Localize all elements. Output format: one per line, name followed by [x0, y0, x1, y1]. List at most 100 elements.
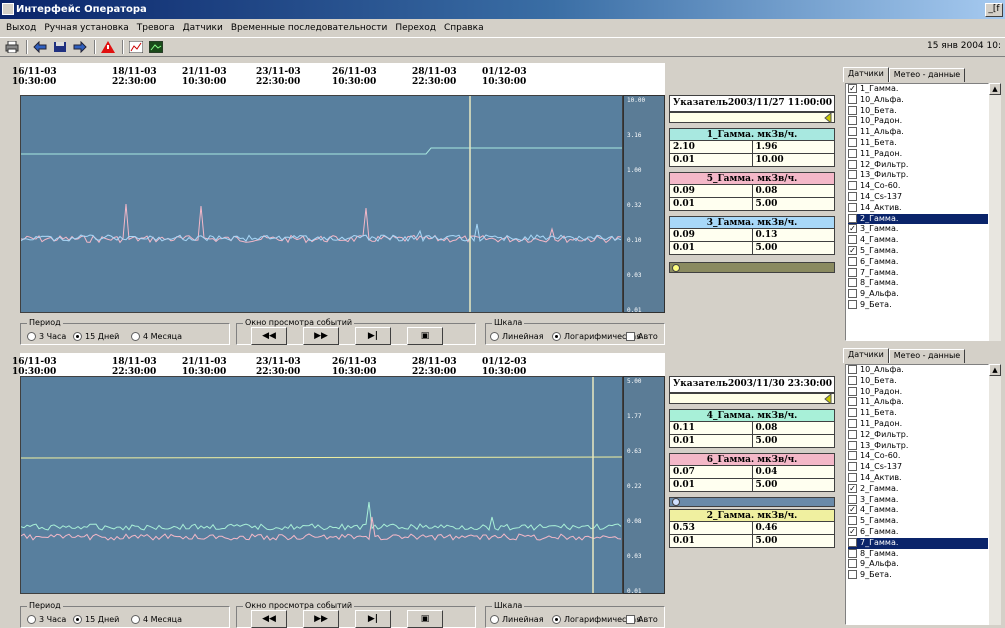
menu-item-1[interactable]: Ручная установка	[44, 22, 129, 33]
group-header: 4_Гамма. мкЗв/ч.	[669, 409, 835, 422]
image-icon[interactable]	[147, 39, 165, 55]
sensor-list-item[interactable]: 8_Гамма.	[848, 548, 988, 560]
sensor-list-item[interactable]: ✓ 2_Гамма.	[848, 483, 988, 495]
skip-end-button[interactable]: ▶|	[355, 610, 391, 628]
sensor-list-item[interactable]: ✓ 6_Гамма.	[848, 526, 988, 538]
menu-item-4[interactable]: Временные последовательности	[230, 22, 388, 33]
calendar-button[interactable]: ▣	[407, 327, 443, 345]
alarm-triangle-icon[interactable]	[99, 39, 117, 55]
menu-item-2[interactable]: Тревога	[136, 22, 175, 33]
scrollbar-2[interactable]: ▲	[989, 364, 1001, 625]
menu-item-5[interactable]: Переход	[395, 22, 436, 33]
period-option[interactable]: 3 Часа	[27, 332, 66, 341]
scale-option[interactable]: Логарифмическая	[552, 615, 641, 624]
sensor-list-item[interactable]: ✓ 3_Гамма.	[848, 224, 988, 235]
tab-meteo[interactable]: Метео - данные	[888, 68, 966, 82]
sensor-list-item[interactable]: 11_Альфа.	[848, 127, 988, 138]
forward-button[interactable]: ▶▶	[303, 610, 339, 628]
sensor-list-item[interactable]: ✓ 5_Гамма.	[848, 245, 988, 257]
tab-meteo[interactable]: Метео - данные	[888, 349, 966, 363]
sensor-list-item[interactable]: 11_Бета.	[848, 408, 988, 419]
sensor-list-item[interactable]: 10_Радон.	[848, 386, 988, 398]
sensor-list-item[interactable]: 4_Гамма.	[848, 235, 988, 246]
scrollbar-1[interactable]: ▲	[989, 83, 1001, 341]
sensor-list-item[interactable]: 5_Гамма.	[848, 516, 988, 527]
sensor-list-item[interactable]: 7_Гамма.	[848, 537, 988, 549]
calendar-button[interactable]: ▣	[407, 610, 443, 628]
sensor-list-item[interactable]: 6_Гамма.	[848, 256, 988, 268]
sensor-list-2[interactable]: 10_Альфа. 10_Бета. 10_Радон. 11_Альфа. 11_Бе…	[845, 364, 989, 625]
sensor-list-item[interactable]: 9_Альфа.	[848, 289, 988, 300]
time-tick-label: 18/11-03 22:30:00	[112, 67, 157, 87]
sensor-list-item[interactable]: 9_Альфа.	[848, 559, 988, 570]
sensor-list-item[interactable]: 9_Бета.	[848, 570, 988, 581]
rewind-button[interactable]: ◀◀	[251, 327, 287, 345]
pointer-value: 0.08	[752, 422, 835, 435]
chart-icon[interactable]	[127, 39, 145, 55]
pointer-slider[interactable]	[669, 393, 835, 404]
scale-option[interactable]: Линейная	[490, 332, 544, 341]
skip-end-button[interactable]: ▶|	[355, 327, 391, 345]
sensor-list-item[interactable]: ✓ 4_Гамма.	[848, 505, 988, 516]
sensor-list-item[interactable]: 7_Гамма.	[848, 267, 988, 279]
window-controls[interactable]: _[f	[985, 3, 1003, 17]
period-option[interactable]: 3 Часа	[27, 615, 66, 624]
sensor-list-item[interactable]: 10_Альфа.	[848, 94, 988, 106]
auto-checkbox[interactable]: Авто	[626, 332, 658, 341]
menu-item-0[interactable]: Выход	[6, 22, 37, 33]
period-option[interactable]: 4 Месяца	[131, 615, 182, 624]
scroll-up-icon[interactable]: ▲	[989, 83, 1001, 95]
sensor-list-item[interactable]: 11_Радон.	[848, 148, 988, 160]
tick-date: 01/12-03	[482, 357, 527, 367]
sensor-list-item[interactable]: 11_Радон.	[848, 418, 988, 430]
chart-plot-2[interactable]	[20, 376, 623, 594]
save-icon[interactable]	[51, 39, 69, 55]
forward-button[interactable]: ▶▶	[303, 327, 339, 345]
sensor-list-item[interactable]: 12_Фильтр.	[848, 159, 988, 171]
sensor-list-item[interactable]: 10_Радон.	[848, 116, 988, 127]
sensor-list-item[interactable]: ✓ 1_Гамма.	[848, 84, 988, 95]
scale-tick-label: 10.00	[627, 97, 646, 104]
scale-label: Шкала	[492, 318, 525, 327]
toolbar-separator	[26, 40, 28, 54]
checkbox-icon	[848, 105, 857, 115]
scale-option[interactable]: Линейная	[490, 615, 544, 624]
sensor-list-item[interactable]: 13_Фильтр.	[848, 440, 988, 452]
arrow-left-icon[interactable]	[31, 39, 49, 55]
sensor-list-item[interactable]: 3_Гамма.	[848, 494, 988, 506]
period-option[interactable]: 15 Дней	[73, 615, 119, 624]
group-header: 2_Гамма. мкЗв/ч.	[669, 509, 835, 522]
tab-sensors[interactable]: Датчики	[843, 67, 889, 82]
pointer-slider[interactable]	[669, 112, 835, 123]
chart-plot-1[interactable]	[20, 95, 623, 313]
sensor-list-item[interactable]: 2_Гамма.	[848, 213, 988, 225]
menu-item-3[interactable]: Датчики	[182, 22, 223, 33]
reading-row: 0.09 0.08	[669, 185, 835, 198]
sensor-list-item[interactable]: 14_Co-60.	[848, 181, 988, 192]
scale-option[interactable]: Логарифмическая	[552, 332, 641, 341]
sensor-list-item[interactable]: 11_Бета.	[848, 137, 988, 149]
arrow-right-icon[interactable]	[71, 39, 89, 55]
sensor-list-item[interactable]: 13_Фильтр.	[848, 170, 988, 181]
sensor-list-item[interactable]: 14_Актив.	[848, 472, 988, 484]
sensor-list-item[interactable]: 11_Альфа.	[848, 397, 988, 408]
rewind-button[interactable]: ◀◀	[251, 610, 287, 628]
sensor-list-item[interactable]: 14_Co-60.	[848, 451, 988, 462]
sensor-list-item[interactable]: 10_Бета.	[848, 375, 988, 387]
sensor-list-item[interactable]: 14_Cs-137	[848, 191, 988, 203]
sensor-list-item[interactable]: 9_Бета.	[848, 299, 988, 311]
sensor-list-item[interactable]: 10_Бета.	[848, 105, 988, 117]
sensor-list-item[interactable]: 10_Альфа.	[848, 365, 988, 376]
sensor-list-1[interactable]: ✓ 1_Гамма. 10_Альфа. 10_Бета. 10_Радон. 11_Ал…	[845, 83, 989, 341]
menu-item-6[interactable]: Справка	[443, 22, 484, 33]
sensor-list-item[interactable]: 8_Гамма.	[848, 278, 988, 289]
sensor-list-item[interactable]: 14_Актив.	[848, 202, 988, 214]
printer-icon[interactable]	[3, 39, 21, 55]
scroll-up-icon[interactable]: ▲	[989, 364, 1001, 376]
period-option[interactable]: 15 Дней	[73, 332, 119, 341]
sensor-list-item[interactable]: 14_Cs-137	[848, 462, 988, 473]
auto-checkbox[interactable]: Авто	[626, 615, 658, 624]
tab-sensors[interactable]: Датчики	[843, 348, 889, 363]
period-option[interactable]: 4 Месяца	[131, 332, 182, 341]
sensor-list-item[interactable]: 12_Фильтр.	[848, 429, 988, 441]
